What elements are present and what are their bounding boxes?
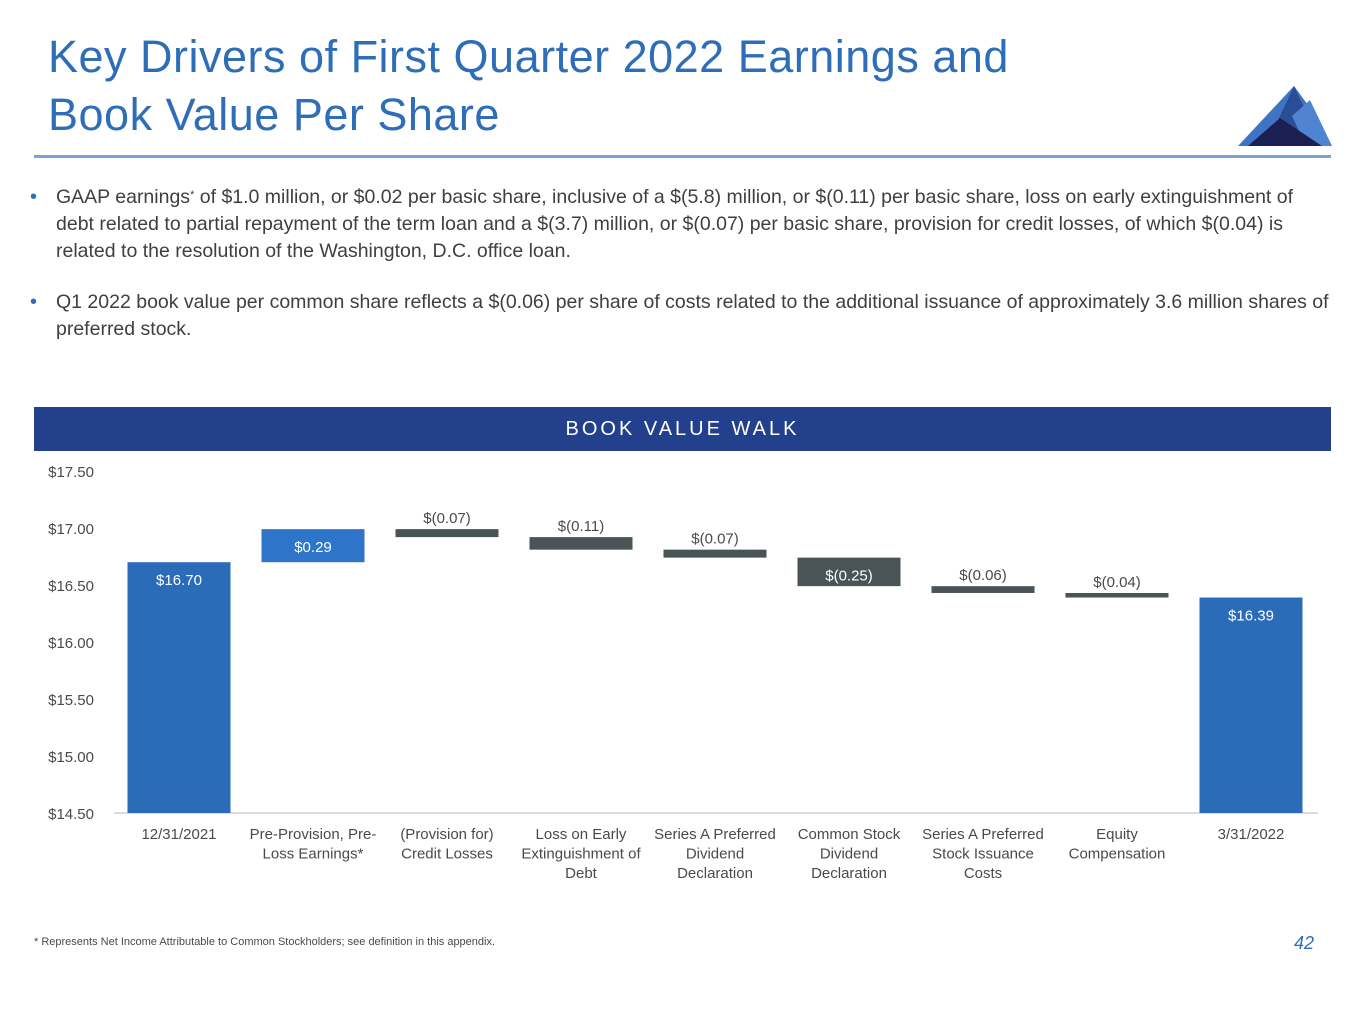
x-category-label: Declaration [811, 865, 887, 882]
x-category-label: Pre-Provision, Pre- [250, 826, 377, 843]
bullet-text: of $1.0 million, or $0.02 per basic shar… [56, 186, 1294, 262]
bullet-icon: • [30, 186, 38, 208]
y-tick-label: $17.00 [48, 521, 94, 538]
bar-total [1199, 597, 1303, 813]
x-category-label: (Provision for) [400, 826, 493, 843]
data-label: $(0.06) [959, 567, 1007, 584]
logo-peak-front [1248, 118, 1322, 146]
bar-decrease [663, 549, 767, 558]
bar-decrease [931, 586, 1035, 593]
bullet-icon: • [30, 291, 38, 313]
x-category-label: Debt [565, 865, 598, 882]
x-category-label: Series A Preferred [922, 826, 1044, 843]
x-category-label: Equity [1096, 826, 1138, 843]
y-tick-label: $15.50 [48, 692, 94, 709]
x-category-label: Compensation [1069, 846, 1166, 863]
section-header: BOOK VALUE WALK [34, 407, 1331, 451]
x-category-label: Loss on Early [536, 826, 627, 843]
x-category-label: Credit Losses [401, 846, 493, 863]
x-category-label: Dividend [820, 846, 878, 863]
y-tick-label: $16.00 [48, 635, 94, 652]
data-label: $0.29 [294, 539, 332, 556]
slide-title-line-2: Book Value Per Share [48, 89, 500, 140]
data-label: $(0.04) [1093, 574, 1141, 591]
bar-total [127, 562, 231, 813]
x-category-label: 3/31/2022 [1218, 826, 1285, 843]
x-category-label: Dividend [686, 846, 744, 863]
data-label: $16.70 [156, 572, 202, 589]
mountain-logo-icon [1238, 86, 1332, 146]
x-category-label: Loss Earnings* [263, 846, 364, 863]
data-label: $(0.07) [423, 510, 471, 527]
data-label: $(0.25) [825, 568, 873, 585]
x-category-label: Declaration [677, 865, 753, 882]
data-label: $16.39 [1228, 608, 1274, 625]
title-divider [34, 155, 1331, 158]
bullet-text-prefix: GAAP earnings [56, 186, 191, 208]
bullet-text: Q1 2022 book value per common share refl… [56, 291, 1329, 340]
slide-title-line-1: Key Drivers of First Quarter 2022 Earnin… [48, 31, 1009, 82]
y-tick-label: $17.50 [48, 464, 94, 481]
y-tick-label: $15.00 [48, 749, 94, 766]
x-category-label: Common Stock [798, 826, 901, 843]
data-label: $(0.11) [558, 518, 604, 535]
y-tick-label: $16.50 [48, 578, 94, 595]
bullet-list: • GAAP earnings* of $1.0 million, or $0.… [30, 184, 1330, 367]
bullet-item: • GAAP earnings* of $1.0 million, or $0.… [30, 184, 1330, 265]
bar-decrease [529, 537, 633, 550]
x-category-label: Stock Issuance [932, 846, 1034, 863]
x-category-label: Series A Preferred [654, 826, 776, 843]
y-tick-label: $14.50 [48, 806, 94, 823]
bar-decrease [1065, 592, 1169, 598]
bar-decrease [395, 529, 499, 538]
x-category-label: Extinguishment of [521, 846, 641, 863]
bullet-item: • Q1 2022 book value per common share re… [30, 289, 1330, 343]
footnote-marker: * [190, 189, 195, 201]
bar-increase [261, 529, 365, 563]
bar-decrease [797, 557, 901, 587]
slide-title: Key Drivers of First Quarter 2022 Earnin… [48, 28, 1198, 144]
book-value-waterfall-chart: $14.50 $15.00 $15.50 $16.00 $16.50 $17.00 $17.… [48, 464, 1318, 882]
page-number: 42 [1294, 933, 1315, 953]
data-label: $(0.07) [691, 531, 739, 548]
x-category-label: 12/31/2021 [141, 826, 216, 843]
footnote: * Represents Net Income Attributable to … [34, 936, 496, 948]
x-category-label: Costs [964, 865, 1002, 882]
